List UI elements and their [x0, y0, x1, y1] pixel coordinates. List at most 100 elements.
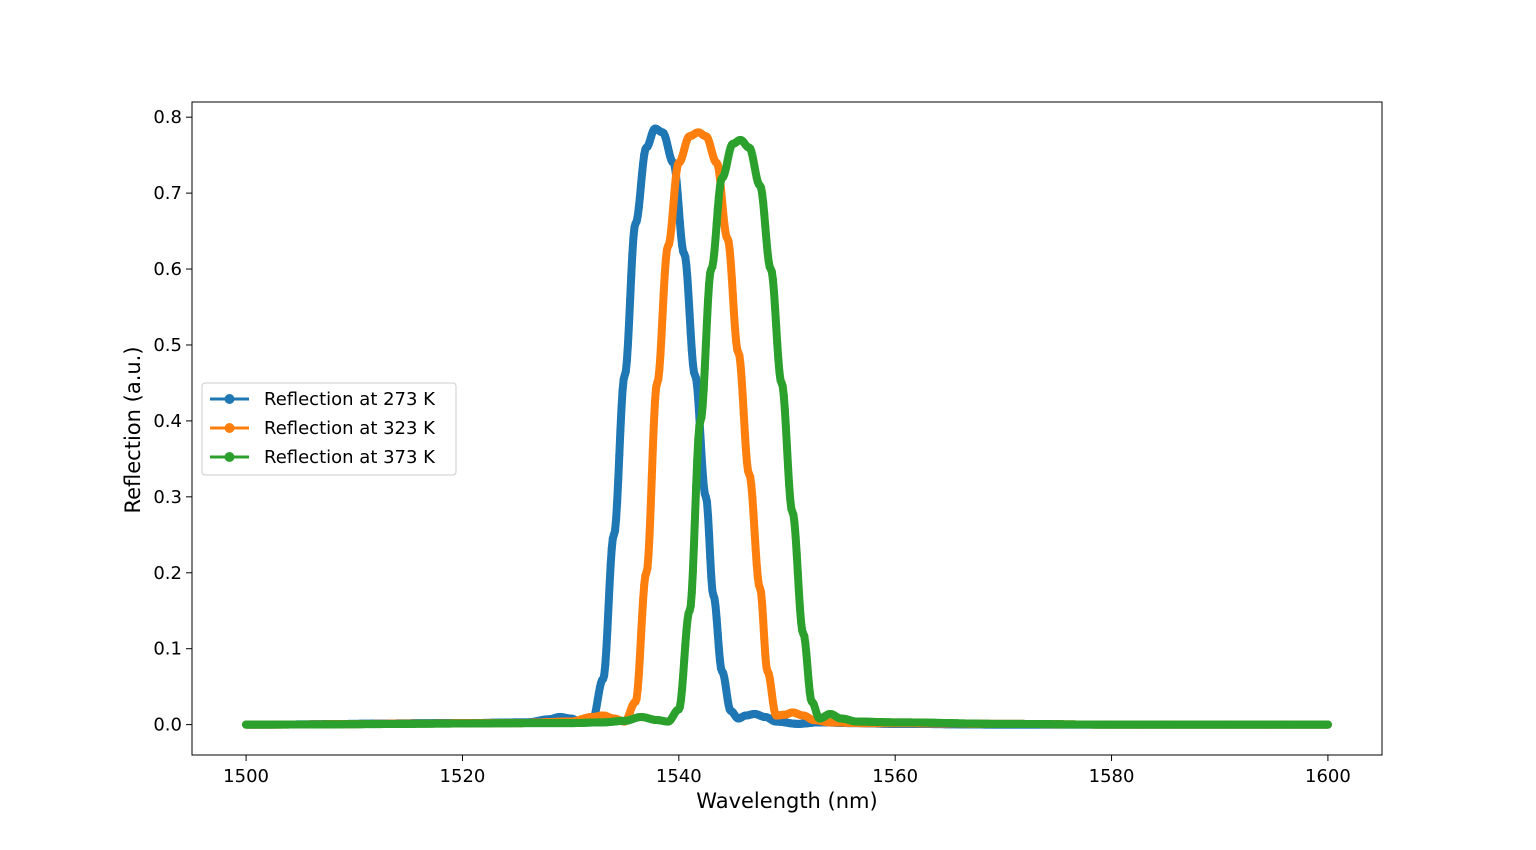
- series-point: [692, 374, 701, 383]
- series-point: [639, 595, 648, 604]
- y-tick-label: 0.0: [153, 715, 182, 736]
- series-point: [633, 685, 642, 694]
- series-point: [682, 627, 691, 636]
- series-point: [761, 223, 770, 232]
- series-point: [628, 250, 637, 259]
- series-point: [747, 480, 756, 489]
- series-point: [688, 567, 697, 576]
- series-point: [761, 651, 770, 660]
- series-point: [670, 187, 679, 196]
- series-point: [748, 493, 757, 502]
- series-point: [638, 169, 647, 178]
- x-tick-label: 1500: [223, 766, 269, 787]
- series-point: [771, 304, 780, 313]
- series-point: [646, 503, 655, 512]
- series-point: [618, 386, 627, 395]
- series-3: [242, 135, 1332, 729]
- series-point: [636, 633, 645, 642]
- series-point: [775, 368, 784, 377]
- series-point: [783, 443, 791, 452]
- series-point: [689, 541, 698, 550]
- y-axis-ticks: 0.0 0.1 0.2 0.3 0.4 0.5 0.6 0.7 0.8: [153, 107, 192, 736]
- series-point: [749, 509, 758, 518]
- series-point: [605, 580, 614, 589]
- series-point: [592, 702, 601, 711]
- series-point: [699, 385, 708, 394]
- y-tick-label: 0.2: [153, 563, 182, 584]
- x-tick-label: 1560: [872, 766, 918, 787]
- y-tick-label: 0.3: [153, 487, 182, 508]
- series-point: [1323, 720, 1332, 729]
- series-point: [686, 602, 695, 611]
- series-point: [678, 685, 687, 694]
- series-point: [713, 205, 722, 214]
- series-point: [706, 553, 715, 562]
- plot-frame: [191, 101, 1383, 756]
- series-point: [731, 325, 740, 334]
- series-point: [724, 237, 733, 246]
- series-point: [701, 340, 710, 349]
- series-point: [685, 310, 694, 319]
- series-point: [684, 291, 693, 300]
- legend-label: Reflection at 273 K: [264, 389, 436, 410]
- legend-marker: [224, 452, 235, 462]
- series-point: [739, 409, 748, 418]
- series-point: [613, 497, 622, 506]
- series-point: [649, 418, 658, 427]
- series-point: [698, 402, 707, 411]
- series-point: [699, 481, 708, 490]
- series-point: [737, 373, 746, 382]
- series-point: [738, 390, 747, 399]
- series-point: [617, 404, 626, 413]
- y-tick-label: 0.4: [153, 411, 182, 432]
- series-point: [679, 671, 688, 680]
- series-point: [704, 511, 713, 520]
- series-point: [675, 218, 684, 227]
- series-point: [711, 602, 720, 611]
- series-point: [691, 511, 700, 520]
- series-point: [714, 192, 723, 201]
- series-point: [623, 340, 632, 349]
- series-point: [614, 475, 623, 484]
- legend-box: [201, 382, 457, 476]
- series-point: [705, 279, 714, 288]
- series-point: [735, 351, 744, 360]
- series-point: [768, 697, 777, 706]
- series-point: [764, 257, 773, 266]
- series-point: [722, 687, 731, 696]
- series-point: [746, 472, 755, 481]
- series-point: [785, 481, 794, 490]
- series-point: [676, 696, 685, 705]
- series-point: [774, 355, 783, 364]
- series-point: [790, 519, 799, 528]
- series-point: [778, 382, 787, 391]
- series-point: [681, 640, 690, 649]
- series-point: [765, 673, 774, 682]
- series-point: [681, 252, 690, 261]
- series-point: [604, 602, 613, 611]
- series-point: [704, 296, 713, 305]
- series-point: [762, 236, 771, 245]
- series-point: [621, 367, 630, 376]
- series-point: [666, 234, 675, 243]
- series-point: [626, 295, 635, 304]
- series-point: [760, 210, 769, 219]
- series-point: [770, 288, 779, 297]
- series-point: [721, 679, 730, 688]
- series-point: [603, 625, 612, 634]
- series-layer: [242, 124, 1332, 729]
- series-point: [740, 428, 749, 437]
- x-tick-label: 1540: [656, 766, 702, 787]
- x-tick-label: 1580: [1089, 766, 1135, 787]
- series-point: [797, 617, 806, 626]
- series-point: [710, 246, 719, 255]
- series-point: [713, 629, 722, 638]
- series-point: [639, 159, 648, 168]
- series-point: [715, 182, 724, 191]
- series-point: [600, 671, 609, 680]
- series-point: [647, 473, 656, 482]
- series-point: [708, 262, 717, 271]
- legend-label: Reflection at 323 K: [264, 418, 436, 439]
- series-point: [657, 331, 666, 340]
